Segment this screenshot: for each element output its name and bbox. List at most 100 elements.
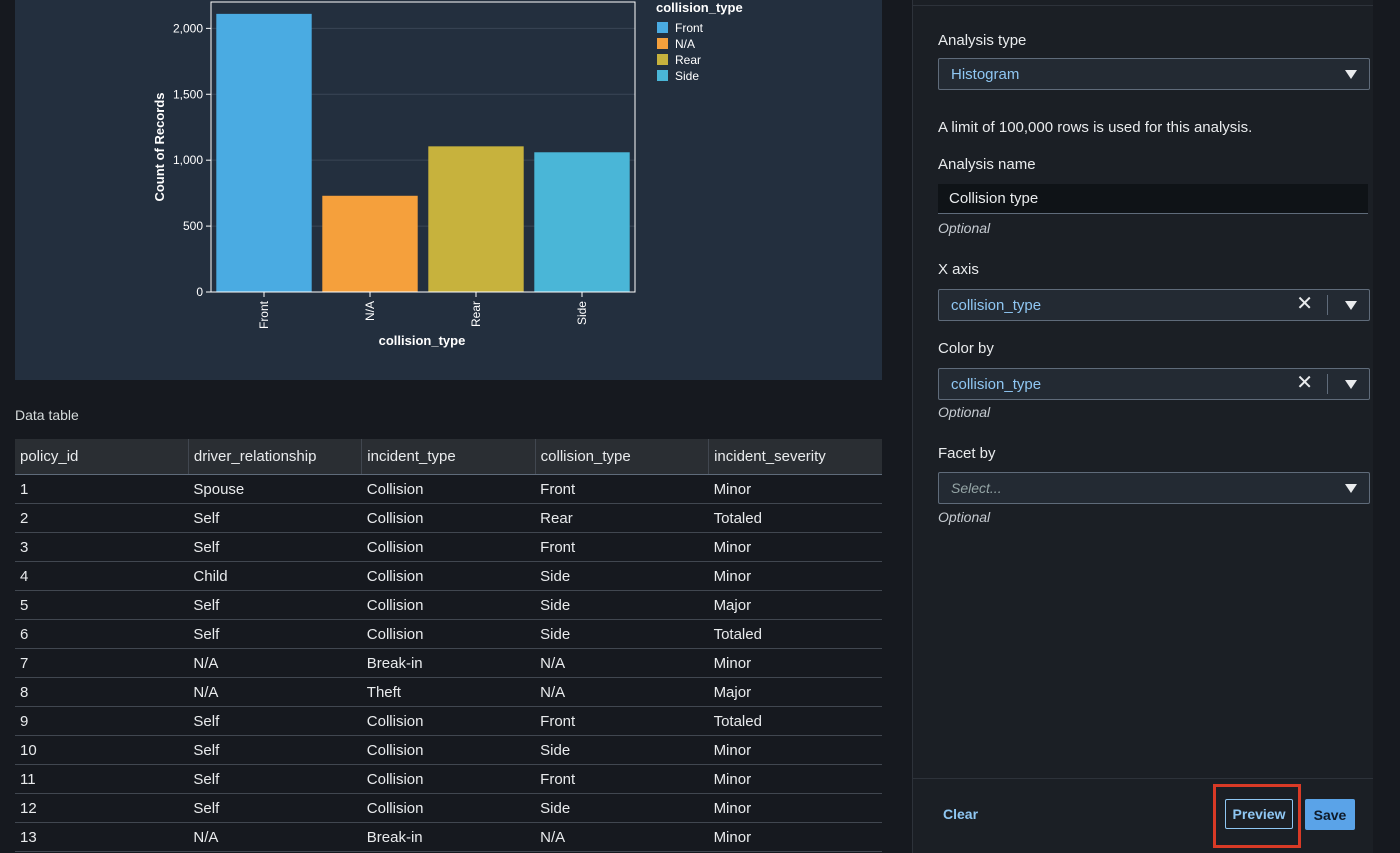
select-divider [1327,295,1328,315]
legend-swatch [657,38,668,49]
table-cell: N/A [188,677,362,707]
column-header[interactable]: driver_relationship [188,439,363,475]
table-cell: Collision [361,764,536,794]
table-cell: 12 [15,793,189,823]
facet-by-optional: Optional [938,509,991,525]
legend-swatch [657,22,668,33]
y-tick-label: 2,000 [173,21,203,35]
select-divider [1327,374,1328,394]
table-header-row: policy_id driver_relationship incident_typ… [15,439,882,475]
color-by-label: Color by [938,340,994,357]
legend-label: Side [675,69,699,83]
table-cell: N/A [188,648,362,678]
table-cell: Break-in [361,822,536,852]
table-cell: 11 [15,764,189,794]
caret-down-icon[interactable] [1345,301,1357,310]
table-cell: Side [535,793,709,823]
y-tick-label: 500 [183,219,203,233]
chart-panel: 0 500 1,000 1,500 2,000 Front N/A Rear Side Cou… [15,0,882,380]
footer-divider [913,778,1373,779]
plot-frame [210,1,636,293]
analysis-type-value: Histogram [951,66,1020,83]
analysis-name-input[interactable] [938,184,1368,214]
legend-label: N/A [675,37,695,51]
table-cell: Self [188,735,362,765]
column-header[interactable]: collision_type [535,439,710,475]
table-cell: Collision [361,735,536,765]
preview-button[interactable]: Preview [1225,799,1293,829]
y-tick-label: 1,000 [173,153,203,167]
analysis-name-optional: Optional [938,220,991,236]
column-header[interactable]: incident_severity [708,439,882,475]
table-cell: Self [188,764,362,794]
table-cell: Collision [361,706,536,736]
table-cell: Self [188,590,362,620]
table-row: 12 Self Collision Side Minor [15,793,882,823]
data-table-title: Data table [15,407,79,423]
analysis-type-label: Analysis type [938,32,1027,49]
table-cell: 7 [15,648,189,678]
table-cell: 13 [15,822,189,852]
table-row: 6 Self Collision Side Totaled [15,619,882,649]
bar-front[interactable] [216,13,312,292]
legend-title: collision_type [656,0,743,15]
close-icon[interactable]: ✕ [1296,293,1313,315]
table-cell: Collision [361,561,536,591]
clear-button[interactable]: Clear [943,806,979,822]
analysis-type-select[interactable]: Histogram [938,58,1370,90]
table-cell: Minor [708,793,882,823]
table-row: 11 Self Collision Front Minor [15,764,882,794]
table-cell: Self [188,619,362,649]
caret-down-icon [1345,484,1357,493]
table-cell: 10 [15,735,189,765]
table-body: 1 Spouse Collision Front Minor 2 Self Collision… [15,474,882,852]
table-cell: Collision [361,590,536,620]
table-cell: Collision [361,619,536,649]
table-cell: Child [188,561,362,591]
table-cell: Side [535,561,709,591]
table-row: 10 Self Collision Side Minor [15,735,882,765]
analysis-config-panel: Analysis type Histogram A limit of 100,0… [912,0,1373,853]
table-cell: Major [708,590,882,620]
table-cell: Totaled [708,619,882,649]
row-limit-notice: A limit of 100,000 rows is used for this… [938,119,1253,136]
table-cell: Rear [535,503,709,533]
facet-by-label: Facet by [938,445,996,462]
color-by-select[interactable]: collision_type ✕ [938,368,1370,400]
table-cell: N/A [535,677,709,707]
table-cell: Front [535,532,709,562]
caret-down-icon[interactable] [1345,380,1357,389]
table-row: 5 Self Collision Side Major [15,590,882,620]
x-axis: Front N/A Rear Side [257,292,589,329]
table-cell: Major [708,677,882,707]
save-button[interactable]: Save [1305,799,1355,830]
x-axis-select[interactable]: collision_type ✕ [938,289,1370,321]
table-cell: 2 [15,503,189,533]
table-cell: Minor [708,532,882,562]
chart-bars [216,13,630,292]
table-cell: Collision [361,474,536,504]
table-cell: Self [188,532,362,562]
table-cell: Self [188,503,362,533]
table-cell: Minor [708,648,882,678]
table-row: 7 N/A Break-in N/A Minor [15,648,882,678]
column-header[interactable]: policy_id [15,439,189,475]
table-cell: Side [535,590,709,620]
table-cell: 9 [15,706,189,736]
bar-rear[interactable] [428,146,524,292]
table-row: 9 Self Collision Front Totaled [15,706,882,736]
bar-na[interactable] [322,195,418,292]
table-cell: 3 [15,532,189,562]
close-icon[interactable]: ✕ [1296,372,1313,394]
table-cell: Break-in [361,648,536,678]
table-cell: N/A [535,648,709,678]
bar-side[interactable] [534,152,630,292]
y-axis: 0 500 1,000 1,500 2,000 [173,21,211,299]
x-tick-label: N/A [363,301,377,321]
caret-down-icon [1345,70,1357,79]
table-cell: 6 [15,619,189,649]
legend-label: Front [675,21,704,35]
table-cell: 1 [15,474,189,504]
column-header[interactable]: incident_type [361,439,536,475]
facet-by-select[interactable]: Select... [938,472,1370,504]
